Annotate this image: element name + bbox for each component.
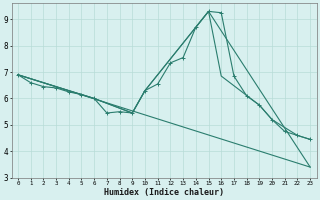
X-axis label: Humidex (Indice chaleur): Humidex (Indice chaleur): [104, 188, 224, 197]
